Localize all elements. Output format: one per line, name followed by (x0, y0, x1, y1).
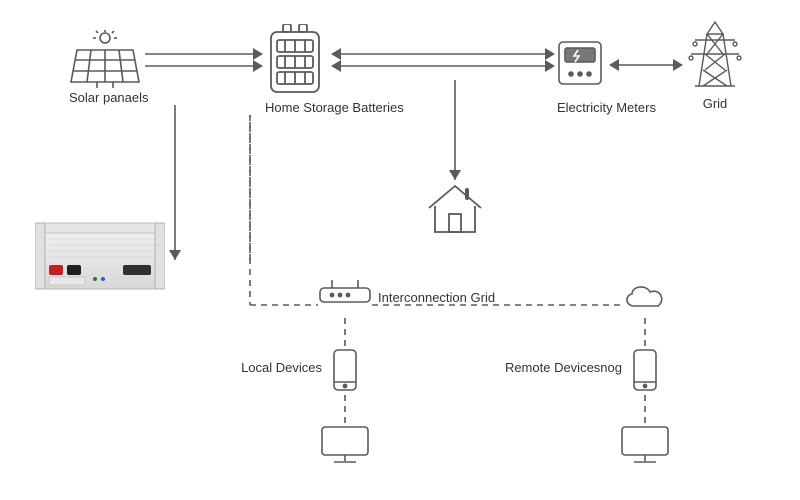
house-icon (423, 180, 487, 236)
node-battery: Home Storage Batteries (265, 24, 325, 115)
monitor-icon (320, 425, 370, 465)
node-phone-remote: Remote Devicesnog (632, 348, 658, 392)
meter-label: Electricity Meters (557, 100, 603, 115)
solar-label: Solar panaels (69, 90, 141, 105)
node-meter: Electricity Meters (557, 40, 603, 115)
cloud-icon (620, 280, 670, 312)
node-router: Interconnection Grid (318, 280, 372, 306)
node-grid: Grid (687, 20, 743, 111)
phone-icon (632, 348, 658, 392)
node-house (423, 180, 487, 236)
grid-tower-icon (687, 20, 743, 90)
router-label: Interconnection Grid (378, 290, 495, 305)
monitor-icon (620, 425, 670, 465)
battery-label: Home Storage Batteries (265, 100, 325, 115)
battery-icon (265, 24, 325, 96)
phone-icon (332, 348, 358, 392)
inverter-icon (35, 215, 165, 305)
router-icon (318, 280, 372, 306)
diagram-canvas: Solar panaels Home Storage Batteries (0, 0, 800, 500)
solar-panel-icon (69, 30, 141, 90)
meter-icon (557, 40, 603, 86)
node-pc-local (320, 425, 370, 465)
node-phone-local: Local Devices (332, 348, 358, 392)
node-inverter (35, 215, 165, 305)
grid-label: Grid (687, 96, 743, 111)
local-devices-label: Local Devices (241, 360, 322, 375)
node-cloud (620, 280, 670, 312)
remote-devices-label: Remote Devicesnog (505, 360, 622, 375)
node-pc-remote (620, 425, 670, 465)
node-solar: Solar panaels (69, 30, 141, 105)
